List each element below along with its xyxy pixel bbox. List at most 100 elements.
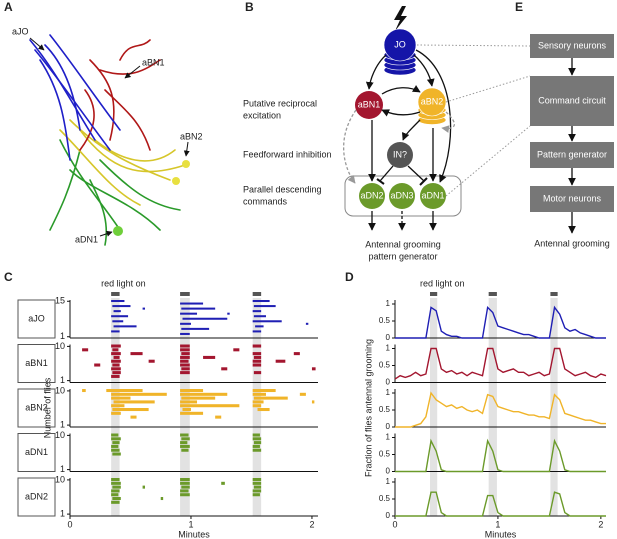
- y-tick-label: 0.5: [379, 494, 391, 503]
- grooming-bout: [180, 332, 190, 335]
- grooming-bout: [111, 367, 121, 371]
- grooming-bout: [252, 352, 262, 356]
- node-label: aDN1: [421, 190, 444, 200]
- grooming-bout: [180, 478, 190, 482]
- grooming-bout: [252, 344, 262, 348]
- grooming-bout: [112, 485, 121, 489]
- row-label-box: [17, 433, 56, 472]
- grooming-bout: [112, 348, 119, 352]
- annotation: red light on: [101, 278, 146, 288]
- y-tick-label: 10: [55, 430, 65, 440]
- trace: [395, 491, 606, 517]
- grooming-bout: [112, 408, 149, 412]
- neuron-label: aJO: [12, 26, 29, 36]
- grooming-bout: [160, 497, 164, 501]
- grooming-bout: [182, 317, 228, 320]
- grooming-bout: [181, 448, 189, 452]
- grooming-bout: [299, 392, 306, 396]
- grooming-bout: [255, 325, 264, 328]
- y-tick-label: 1: [386, 388, 391, 397]
- node-label: aDN3: [390, 190, 413, 200]
- grooming-bout: [311, 367, 316, 371]
- stimulus-marker: [550, 292, 558, 296]
- grooming-bout: [112, 452, 121, 456]
- row-label-box: [17, 388, 56, 428]
- grooming-bout: [113, 325, 137, 328]
- grooming-bout: [111, 493, 119, 497]
- y-tick-label: 0: [386, 467, 391, 476]
- grooming-bout: [252, 478, 262, 482]
- y-tick-label: 1: [60, 375, 65, 385]
- trace: [395, 391, 606, 428]
- y-tick-label: 0: [386, 422, 391, 431]
- grooming-bout: [111, 330, 120, 333]
- grooming-bout: [113, 355, 120, 359]
- y-tick-label: 0.5: [379, 405, 391, 414]
- row-label: aBN1: [25, 358, 48, 368]
- stimulus-band: [429, 298, 438, 516]
- grooming-bout: [94, 363, 101, 367]
- row-label: aJO: [28, 313, 45, 323]
- grooming-bout: [130, 352, 143, 356]
- y-tick-label: 0: [386, 333, 391, 342]
- stimulus-band: [550, 298, 558, 516]
- grooming-bout: [111, 500, 120, 504]
- grooming-bout: [252, 437, 262, 441]
- grooming-bout: [180, 392, 228, 396]
- node-label: JO: [394, 39, 406, 49]
- grooming-bout: [180, 389, 204, 393]
- grooming-bout: [111, 481, 121, 485]
- grooming-bout: [181, 307, 216, 310]
- grooming-bout: [180, 312, 198, 315]
- flow-output: Antennal grooming: [534, 238, 610, 248]
- grooming-bout: [180, 371, 190, 375]
- panel-label: A: [4, 0, 13, 14]
- y-tick-label: 1: [386, 344, 391, 353]
- grooming-bout: [111, 300, 125, 303]
- label-arrows: [29, 37, 190, 237]
- side-label: commands: [243, 196, 288, 206]
- grooming-bout: [227, 312, 230, 315]
- row-label-box: [17, 299, 56, 339]
- grooming-bout: [111, 396, 131, 400]
- grooming-bout: [82, 389, 86, 393]
- neuron-label: aDN1: [75, 234, 98, 244]
- y-tick-label: 1: [60, 464, 65, 474]
- x-tick-label: 0: [392, 519, 397, 529]
- grooming-bout: [111, 433, 119, 437]
- grooming-bout: [180, 404, 240, 408]
- grooming-bout: [180, 355, 190, 359]
- x-tick-label: 2: [309, 519, 314, 529]
- grooming-bout: [112, 371, 121, 375]
- grooming-bout: [221, 367, 228, 371]
- trace: [395, 305, 606, 339]
- grooming-bout: [111, 411, 121, 415]
- grooming-bout: [252, 400, 264, 404]
- y-tick-label: 10: [55, 385, 65, 395]
- x-tick-label: 0: [67, 519, 72, 529]
- grooming-bout: [252, 433, 260, 437]
- y-tick-label: 0.5: [379, 450, 391, 459]
- y-tick-label: 1: [386, 433, 391, 442]
- grooming-bout: [181, 327, 210, 330]
- grooming-bout: [252, 363, 262, 367]
- grooming-bout: [111, 444, 119, 448]
- annotation: red light on: [420, 278, 465, 288]
- neuron-label: aBN2: [180, 131, 203, 141]
- grooming-bout: [112, 305, 131, 308]
- grooming-bout: [311, 400, 315, 404]
- grooming-bout: [305, 322, 309, 325]
- grooming-bout: [252, 330, 262, 333]
- grooming-bout: [252, 320, 282, 323]
- neuron-render: [29, 34, 190, 246]
- grooming-bout: [252, 444, 260, 448]
- grooming-bout: [181, 485, 190, 489]
- y-tick-label: 0: [386, 378, 391, 387]
- grooming-bout: [111, 392, 167, 396]
- y-tick-label: 1: [60, 508, 65, 518]
- panel-label: E: [515, 0, 523, 14]
- grooming-bout: [111, 359, 121, 363]
- flow-box-label: Sensory neurons: [538, 40, 607, 50]
- grooming-bout: [253, 371, 262, 375]
